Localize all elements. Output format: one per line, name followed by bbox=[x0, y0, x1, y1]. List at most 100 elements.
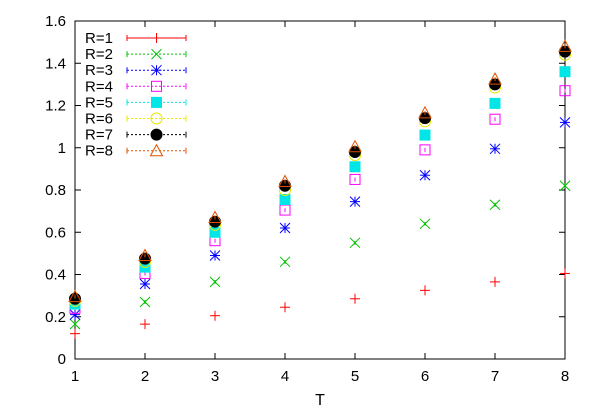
y-tick-label: 0 bbox=[58, 351, 66, 368]
y-tick-label: 1.4 bbox=[45, 55, 66, 72]
data-point bbox=[419, 218, 431, 230]
marker-shape bbox=[559, 66, 571, 78]
y-tick-label: 0.6 bbox=[45, 224, 66, 241]
y-tick-label: 0.4 bbox=[45, 267, 66, 284]
marker-stroke bbox=[349, 196, 361, 207]
marker-shape bbox=[558, 39, 572, 52]
data-point bbox=[280, 302, 290, 313]
legend-label: R=8 bbox=[85, 143, 113, 160]
data-point bbox=[559, 180, 571, 192]
legend-label: R=6 bbox=[85, 111, 113, 128]
y-tick-label: 1 bbox=[58, 140, 66, 157]
marker-stroke bbox=[349, 237, 361, 249]
data-point bbox=[489, 97, 501, 109]
data-point bbox=[139, 296, 151, 308]
data-point bbox=[69, 318, 81, 330]
data-point bbox=[488, 72, 502, 85]
marker-stroke bbox=[209, 276, 221, 288]
x-tick-label: 5 bbox=[351, 368, 359, 385]
marker-shape bbox=[349, 173, 361, 185]
marker-stroke bbox=[559, 117, 571, 128]
legend-label: R=5 bbox=[85, 94, 113, 111]
marker-stroke bbox=[69, 309, 81, 320]
y-tick-label: 1.2 bbox=[45, 98, 66, 115]
marker-shape bbox=[138, 248, 152, 261]
legend-item: R=4 bbox=[85, 78, 187, 95]
marker-shape bbox=[488, 72, 502, 85]
data-point bbox=[279, 194, 291, 206]
marker-shape bbox=[349, 161, 361, 173]
data-point bbox=[560, 268, 570, 279]
legend-item: R=2 bbox=[85, 46, 187, 63]
x-tick-label: 2 bbox=[141, 368, 149, 385]
series-r-1 bbox=[70, 268, 570, 339]
marker-stroke bbox=[139, 278, 151, 290]
marker-shape bbox=[279, 194, 291, 206]
data-point bbox=[138, 248, 152, 261]
marker-shape bbox=[150, 128, 163, 141]
legend-item: R=3 bbox=[85, 62, 187, 79]
series-r-3 bbox=[69, 117, 571, 320]
x-axis-title: T bbox=[315, 392, 325, 409]
x-tick-label: 7 bbox=[491, 368, 499, 385]
marker-stroke bbox=[151, 64, 162, 76]
marker-stroke bbox=[69, 318, 81, 330]
marker-stroke bbox=[209, 250, 221, 261]
data-point bbox=[139, 278, 151, 290]
y-tick-label: 1.6 bbox=[45, 13, 66, 30]
marker-stroke bbox=[279, 256, 291, 268]
data-point bbox=[559, 117, 571, 128]
data-point bbox=[69, 309, 81, 320]
data-point bbox=[419, 144, 431, 156]
data-point bbox=[349, 161, 361, 173]
legend-label: R=1 bbox=[85, 30, 113, 47]
marker-stroke bbox=[279, 222, 291, 234]
marker-stroke bbox=[489, 143, 501, 155]
data-point bbox=[208, 210, 222, 223]
plot-frame bbox=[74, 20, 566, 360]
marker-shape bbox=[348, 139, 362, 153]
data-point bbox=[489, 199, 501, 211]
data-point bbox=[558, 39, 572, 52]
data-point bbox=[209, 250, 221, 261]
data-point bbox=[349, 196, 361, 207]
marker-shape bbox=[559, 85, 571, 97]
marker-shape bbox=[279, 204, 291, 216]
data-point bbox=[490, 276, 500, 287]
series-r-8 bbox=[68, 39, 572, 303]
legend-item: R=6 bbox=[85, 111, 187, 128]
legend-label: R=3 bbox=[85, 62, 113, 79]
data-point bbox=[279, 256, 291, 268]
x-tick-label: 3 bbox=[211, 368, 219, 385]
data-point bbox=[349, 237, 361, 249]
data-point bbox=[489, 113, 501, 125]
data-point bbox=[140, 319, 150, 330]
marker-stroke bbox=[419, 169, 431, 181]
data-point bbox=[489, 143, 501, 155]
marker-shape bbox=[419, 129, 431, 141]
x-tick-label: 1 bbox=[71, 368, 79, 385]
marker-shape bbox=[150, 112, 163, 125]
y-tick-label: 0.2 bbox=[45, 309, 66, 326]
data-point bbox=[209, 276, 221, 288]
marker-stroke bbox=[139, 296, 151, 308]
legend-label: R=4 bbox=[85, 78, 113, 95]
marker-shape bbox=[149, 143, 164, 157]
marker-stroke bbox=[419, 218, 431, 230]
data-point bbox=[419, 169, 431, 181]
data-point bbox=[70, 328, 80, 339]
legend-item: R=8 bbox=[85, 143, 187, 160]
data-point bbox=[559, 66, 571, 78]
legend-item: R=5 bbox=[85, 94, 187, 111]
x-tick-label: 4 bbox=[281, 368, 289, 385]
marker-shape bbox=[151, 96, 162, 108]
data-point bbox=[68, 289, 82, 303]
marker-shape bbox=[489, 97, 501, 109]
marker-stroke bbox=[151, 48, 162, 60]
data-point bbox=[279, 204, 291, 216]
marker-shape bbox=[278, 174, 292, 188]
marker-shape bbox=[151, 80, 162, 92]
data-point bbox=[559, 85, 571, 97]
marker-stroke bbox=[559, 180, 571, 192]
